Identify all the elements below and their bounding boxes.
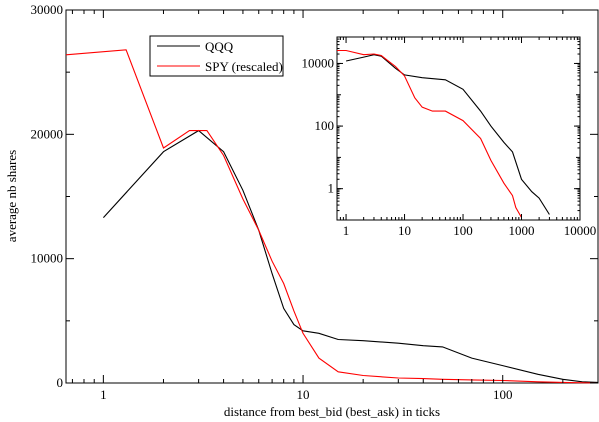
main-series-group: [65, 49, 599, 384]
y-tick-label: 0: [57, 375, 64, 390]
y-tick-label: 10000: [31, 251, 64, 266]
y-tick-label: 30000: [31, 2, 64, 17]
inset-y-tick-label: 1: [328, 181, 335, 196]
legend-box: [149, 35, 284, 77]
inset-ticks-group: 1 10 100 1000 10000 1 100 10000: [302, 36, 597, 238]
inset-chart: 1 10 100 1000 10000 1 100 10000: [302, 36, 597, 238]
inset-x-tick-label: 10000: [564, 223, 597, 238]
x-tick-label: 10: [297, 387, 310, 402]
inset-series-line-spy-rescaled: [337, 49, 522, 218]
inset-y-tick-label: 10000: [302, 55, 335, 70]
inset-series-group: [337, 49, 550, 218]
x-tick-label: 1: [100, 387, 107, 402]
y-axis-label: average nb shares: [4, 150, 19, 242]
x-tick-label: 100: [493, 387, 513, 402]
inset-x-tick-label: 100: [453, 223, 473, 238]
x-axis-label: distance from best_bid (best_ask) in tic…: [224, 404, 440, 419]
legend-label-spy: SPY (rescaled): [205, 59, 283, 74]
y-tick-label: 20000: [31, 126, 64, 141]
inset-plot-frame: [336, 36, 581, 221]
legend: QQQ SPY (rescaled): [149, 35, 284, 77]
inset-x-tick-label: 1000: [509, 223, 535, 238]
inset-x-tick-label: 10: [398, 223, 411, 238]
inset-series-line-qqq: [345, 54, 550, 215]
main-series-line-qqq: [102, 129, 599, 383]
inset-y-tick-label: 100: [315, 118, 335, 133]
legend-label-qqq: QQQ: [205, 39, 234, 54]
inset-x-tick-label: 1: [343, 223, 350, 238]
main-series-line-spy-rescaled: [65, 49, 599, 384]
